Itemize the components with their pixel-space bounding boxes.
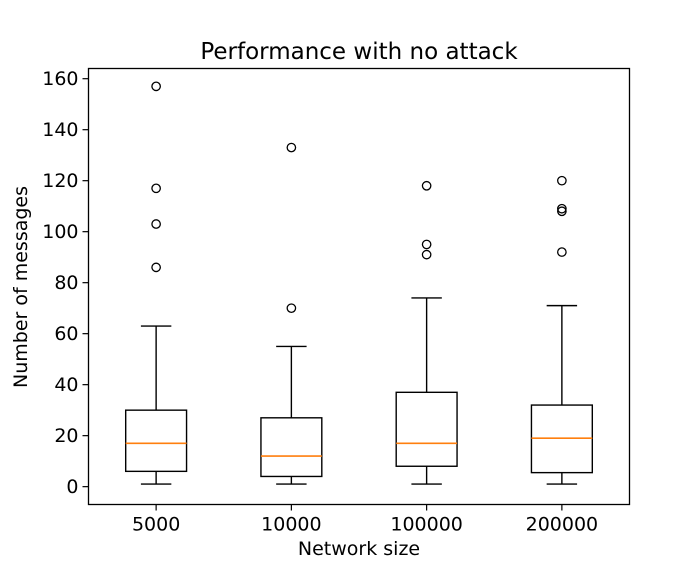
outlier-point — [421, 249, 432, 260]
box-iqr — [124, 409, 188, 473]
plot-area-frame — [87, 67, 631, 506]
x-axis-title: Network size — [298, 538, 420, 560]
y-tick-label: 80 — [54, 272, 78, 294]
outlier-point — [151, 262, 161, 273]
x-tick-label: 200000 — [526, 514, 599, 536]
outlier-point — [286, 303, 297, 314]
outlier-point — [151, 183, 161, 194]
y-tick-label: 140 — [42, 119, 78, 141]
x-tick-label: 10000 — [261, 514, 321, 536]
box-iqr — [260, 417, 323, 478]
outlier-point — [421, 239, 432, 250]
outlier-point — [151, 219, 161, 229]
outlier-point — [286, 142, 297, 153]
y-tick-label: 60 — [54, 323, 78, 345]
y-tick-label: 40 — [54, 374, 78, 396]
y-tick-label: 100 — [42, 221, 78, 243]
x-tick-label: 100000 — [390, 514, 463, 536]
outlier-point — [421, 180, 432, 191]
outlier-point — [557, 247, 567, 257]
y-tick-label: 120 — [42, 170, 78, 192]
x-tick-label: 5000 — [132, 514, 180, 536]
y-tick-label: 20 — [54, 425, 78, 447]
outlier-point — [151, 81, 161, 92]
box-iqr — [395, 391, 458, 467]
y-tick-label: 160 — [42, 68, 78, 90]
outlier-point — [557, 203, 567, 214]
chart-title: Performance with no attack — [200, 39, 518, 65]
y-tick-label: 0 — [66, 476, 78, 498]
y-axis-title: Number of messages — [10, 186, 32, 388]
outlier-point — [557, 206, 567, 217]
outlier-point — [557, 175, 567, 186]
